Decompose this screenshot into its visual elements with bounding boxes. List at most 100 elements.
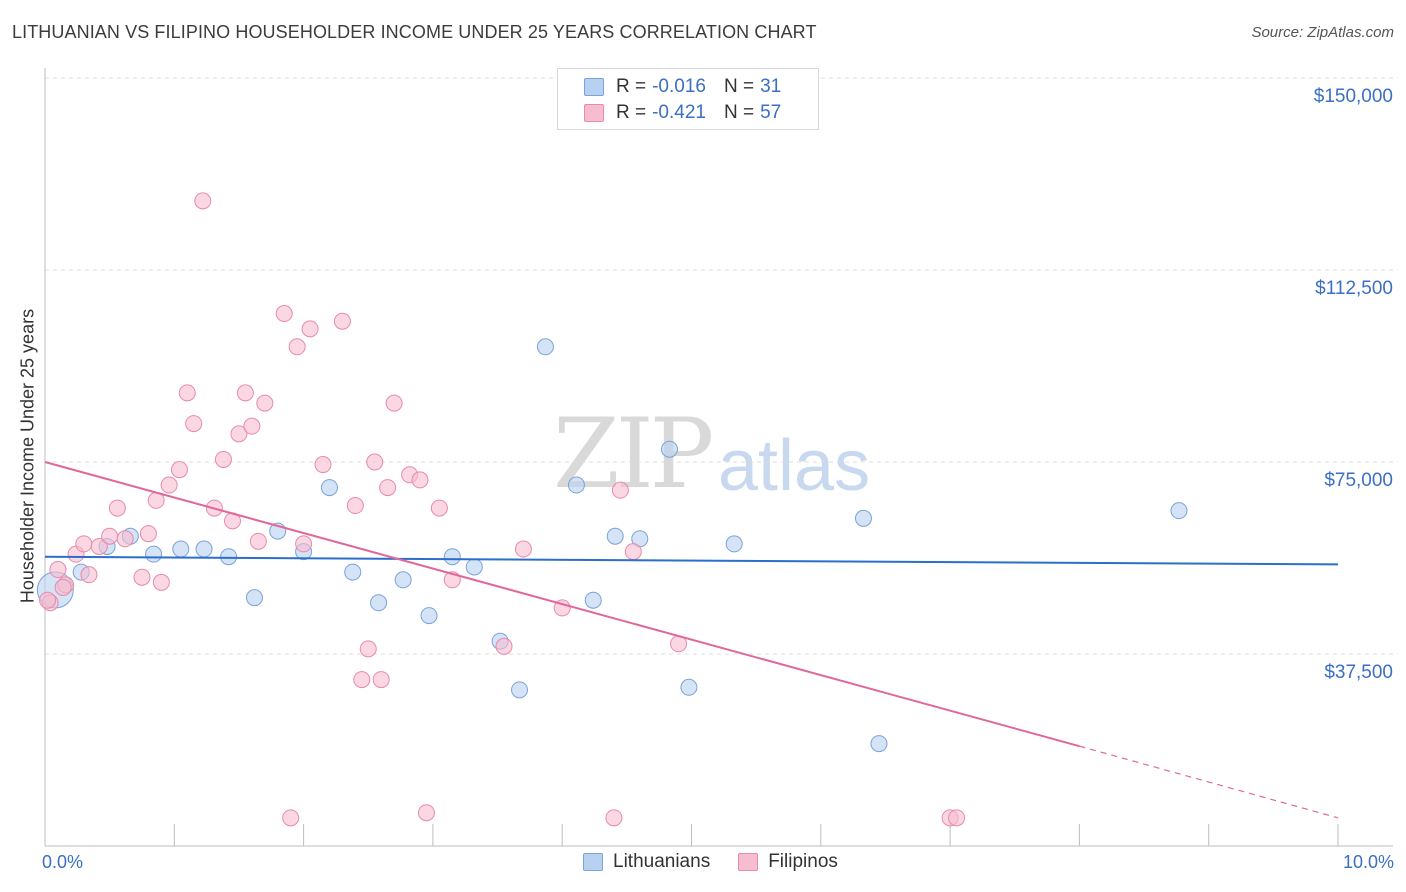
filipino-point-23 [236,384,254,402]
lithuanian-point-21 [567,476,585,494]
filipino-point-49 [605,809,623,827]
lithuanian-point-12 [344,563,362,581]
filipino-point-25 [249,532,267,550]
lithuanian-point-11 [320,479,338,497]
lithuanian-point-30 [1170,502,1188,520]
filipino-point-36 [359,640,377,658]
legend-n-value: 57 [760,102,782,123]
filipino-point-28 [282,809,300,827]
filipino-point-24 [243,417,261,435]
filipino-point-42 [411,471,429,489]
filipino-point-46 [495,637,513,655]
filipino-point-11 [139,525,157,543]
filipino-point-16 [178,384,196,402]
legend-n-label: N = [723,76,755,97]
filipino-point-1 [49,561,67,579]
lithuanian-point-29 [870,735,888,753]
legend-swatch-pink [738,853,759,871]
stats-legend: R = -0.016 N = 31 R = -0.421 N = 57 [557,68,819,130]
filipino-point-34 [346,497,364,515]
filipino-point-14 [160,476,178,494]
filipino-point-29 [288,338,306,356]
filipino-point-40 [385,394,403,412]
legend-item-filipinos: Filipinos [738,851,838,873]
legend-swatch-pink [584,104,604,122]
lithuanian-points [36,338,1188,753]
filipino-point-10 [133,568,151,586]
filipino-point-32 [314,456,332,474]
lithuanian-point-15 [420,607,438,625]
lithuanian-point-26 [680,678,698,696]
y-tick-label-0: $37,500 [1324,662,1393,683]
legend-n-value: 31 [760,76,782,97]
filipino-point-35 [353,671,371,689]
lithuanian-point-14 [394,571,412,589]
filipino-point-56 [54,578,72,596]
lithuanian-point-19 [511,681,529,699]
filipino-point-6 [90,537,108,555]
lithuanian-point-4 [145,545,163,563]
y-tick-label-1: $75,000 [1324,470,1393,491]
legend-r-label: R = [616,76,647,97]
filipino-point-7 [101,527,119,545]
filipino-point-47 [514,540,532,558]
trend-lines [44,461,1339,819]
filipino-point-13 [152,573,170,591]
series-legend: Lithuanians Filipinos [583,851,866,873]
legend-swatch-blue [584,78,604,96]
legend-row-lithuanians: R = -0.016 N = 31 [584,74,781,100]
legend-r-value: -0.016 [652,76,706,97]
filipino-point-27 [275,305,293,323]
filipino-point-37 [366,453,384,471]
lithuanian-point-25 [661,440,679,458]
legend-label-lithuanians: Lithuanians [613,851,711,872]
filipino-point-20 [214,450,232,468]
filipino-point-18 [194,192,212,210]
lithuanian-point-28 [854,509,872,527]
filipino-point-54 [948,809,966,827]
filipino-point-39 [379,479,397,497]
x-axis-min-label: 0.0% [42,852,84,872]
watermark-atlas: atlas [718,426,871,506]
chart-title: LITHUANIAN VS FILIPINO HOUSEHOLDER INCOM… [12,22,817,42]
filipino-trend-extension [1079,745,1339,819]
lithuanian-point-17 [465,558,483,576]
lithuanian-point-6 [195,540,213,558]
filipino-point-26 [256,394,274,412]
y-tick-label-2: $112,500 [1315,278,1393,299]
lithuanian-trend-line [44,555,1339,566]
lithuanian-point-13 [370,594,388,612]
legend-swatch-blue [583,853,603,871]
y-axis-label: Householder Income Under 25 years [17,308,38,604]
legend-item-lithuanians: Lithuanians [583,851,710,873]
filipino-point-31 [301,320,319,338]
filipino-point-9 [116,530,134,548]
filipino-point-17 [185,415,203,433]
filipino-trend-line [44,461,1080,748]
filipino-point-38 [372,671,390,689]
lithuanian-point-27 [725,535,743,553]
filipino-points [39,192,966,827]
x-axis-max-label: 10.0% [1342,852,1394,872]
lithuanian-point-16 [443,548,461,566]
filipino-point-51 [624,543,642,561]
filipino-point-43 [417,804,435,822]
filipino-point-30 [295,535,313,553]
gridlines [45,77,1398,655]
filipino-point-22 [230,425,248,443]
legend-r-label: R = [616,102,647,123]
legend-r-value: -0.421 [652,102,706,123]
lithuanian-point-20 [536,338,554,356]
lithuanian-point-23 [606,527,624,545]
lithuanian-point-5 [172,540,190,558]
lithuanian-point-8 [245,589,263,607]
source-credit: Source: ZipAtlas.com [1251,24,1394,41]
filipino-point-4 [75,535,93,553]
filipino-point-15 [170,461,188,479]
legend-n-label: N = [723,102,755,123]
filipino-point-55 [39,591,57,609]
filipino-point-50 [611,481,629,499]
lithuanian-point-22 [584,591,602,609]
legend-label-filipinos: Filipinos [768,851,838,872]
